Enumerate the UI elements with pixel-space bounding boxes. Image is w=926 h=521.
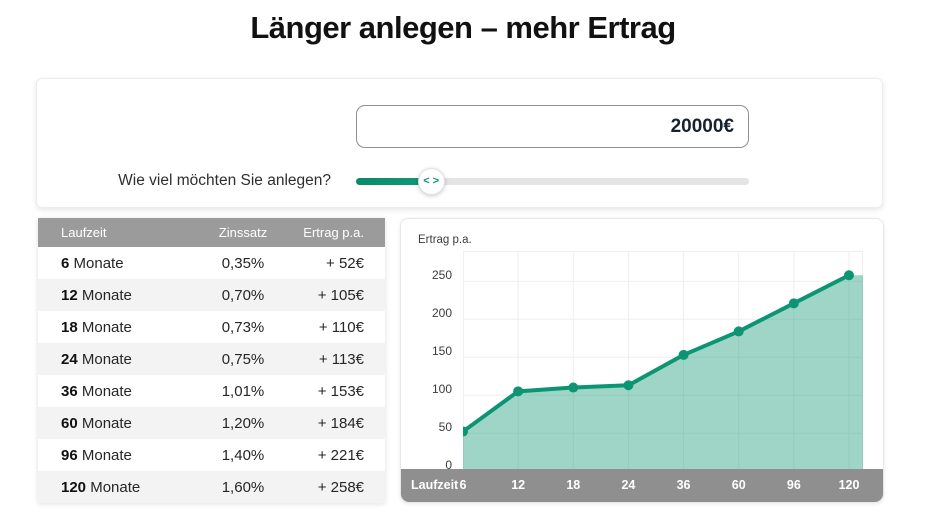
- header-laufzeit: Laufzeit: [38, 218, 188, 247]
- rates-table-header: Laufzeit Zinssatz Ertrag p.a.: [38, 218, 385, 247]
- table-row: 24 Monate 0,75% + 113€: [38, 343, 385, 375]
- amount-question-label: Wie viel möchten Sie anlegen?: [118, 172, 331, 189]
- rates-table-body: 6 Monate 0,35% + 52€ 12 Monate 0,70% + 105€ 18…: [38, 247, 385, 503]
- x-tick-label: 12: [511, 478, 526, 492]
- table-row: 96 Monate 1,40% + 221€: [61, 446, 364, 464]
- slider-fill: [356, 178, 427, 185]
- chevron-left-icon: <: [423, 175, 430, 187]
- x-tick-label: 120: [838, 478, 860, 492]
- page-title: Länger anlegen – mehr Ertrag: [250, 10, 676, 45]
- slider-track[interactable]: [356, 178, 749, 185]
- chart-y-axis-title: Ertrag p.a.: [418, 234, 472, 246]
- y-tick-label: 50: [438, 420, 452, 435]
- x-axis-title: Laufzeit: [411, 478, 459, 492]
- table-row: 120 Monate 1,60% + 258€: [38, 471, 385, 503]
- table-row: 18 Monate 0,73% + 110€: [61, 318, 364, 336]
- y-tick-label: 150: [431, 344, 452, 359]
- x-tick-label: 18: [566, 478, 581, 492]
- amount-slider[interactable]: < >: [356, 167, 749, 195]
- slider-thumb[interactable]: < >: [417, 168, 445, 195]
- header-zinssatz: Zinssatz: [188, 218, 298, 247]
- x-tick-label: 36: [676, 478, 691, 492]
- header-ertrag: Ertrag p.a.: [298, 218, 385, 247]
- y-tick-label: 100: [431, 382, 452, 397]
- table-row: 60 Monate 1,20% + 184€: [38, 407, 385, 439]
- chart-x-axis-bar: Laufzeit 6 12 18 24 36 60 96 120: [401, 469, 883, 502]
- x-tick-label: 24: [621, 478, 636, 492]
- table-row: 36 Monate 1,01% + 153€: [61, 382, 364, 400]
- x-tick-label: 96: [786, 478, 801, 492]
- chart-card: Ertrag p.a. Laufzeit 6 12 18 24 36 60 96 120 0 5…: [400, 218, 884, 503]
- ertrag-chart: [463, 251, 863, 471]
- chevron-right-icon: >: [432, 175, 440, 187]
- x-tick-label: 6: [459, 478, 467, 492]
- y-tick-label: 200: [431, 306, 452, 321]
- y-tick-label: 250: [431, 268, 452, 283]
- table-row: 6 Monate 0,35% + 52€: [61, 254, 364, 272]
- rates-table: Laufzeit Zinssatz Ertrag p.a. 6 Monate 0,…: [38, 218, 385, 503]
- x-tick-label: 60: [731, 478, 746, 492]
- amount-input[interactable]: [356, 105, 749, 148]
- y-tick-label: 0: [445, 458, 452, 472]
- table-row: 12 Monate 0,70% + 105€: [38, 279, 385, 311]
- investment-card: Wie viel möchten Sie anlegen? < >: [36, 78, 883, 208]
